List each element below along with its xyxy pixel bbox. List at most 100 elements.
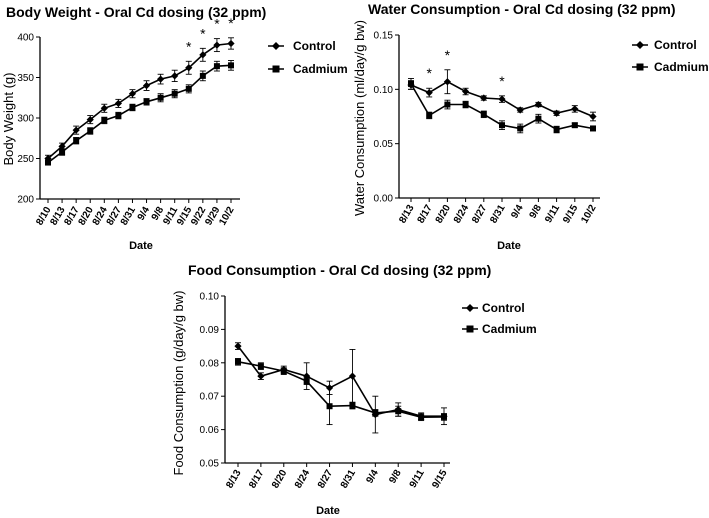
cadmium-point	[228, 62, 234, 69]
cadmium-point	[129, 104, 136, 111]
legend-cadmium-marker	[272, 65, 280, 73]
body-weight-legend: Control Cadmium	[268, 39, 348, 76]
wc-x-tick-label: 8/20	[434, 203, 453, 226]
control-point	[571, 105, 579, 113]
wc-x-tick-label: 8/17	[416, 203, 435, 226]
fc-x-tick-label: 8/20	[270, 468, 289, 491]
wc-x-tick-label: 8/13	[397, 203, 416, 226]
cadmium-point	[517, 125, 524, 132]
cadmium-point	[73, 137, 80, 144]
body-weight-title: Body Weight - Oral Cd dosing (32 ppm)	[6, 4, 266, 20]
bw-x-tick-label: 10/2	[217, 205, 236, 228]
cadmium-point	[303, 378, 310, 385]
legend-cadmium-label: Cadmium	[293, 62, 348, 76]
control-point	[100, 104, 108, 112]
cadmium-point	[59, 149, 66, 156]
cadmium-point	[462, 101, 469, 108]
cadmium-point	[571, 122, 578, 129]
cadmium-series-line	[47, 64, 232, 164]
body-weight-y-label: Body Weight (g)	[1, 73, 16, 166]
fc-x-tick-label: 8/13	[224, 468, 243, 491]
bw-y-tick-label: 200	[17, 195, 34, 206]
control-point	[257, 372, 265, 380]
legend-control-marker	[272, 42, 280, 50]
legend-control-marker	[466, 304, 474, 312]
fc-y-tick-label: 0.10	[200, 292, 220, 303]
cadmium-point	[444, 101, 451, 108]
control-point	[114, 99, 122, 108]
significance-star: *	[200, 25, 206, 41]
cadmium-point	[115, 112, 122, 119]
fc-x-tick-label: 9/8	[387, 468, 404, 486]
cadmium-point	[426, 112, 433, 119]
cadmium-point	[326, 403, 333, 410]
wc-x-tick-label: 8/24	[452, 203, 471, 226]
food-consumption-y-label: Food Consumption (g/day/g bw)	[171, 291, 186, 476]
significance-star: *	[186, 38, 192, 54]
control-point	[425, 88, 433, 97]
food-consumption-legend: Control Cadmium	[462, 301, 537, 336]
cadmium-point	[395, 408, 402, 415]
fc-x-tick-label: 8/17	[247, 468, 266, 491]
control-point	[553, 109, 561, 117]
cadmium-point	[257, 363, 264, 370]
cadmium-point	[349, 402, 356, 409]
bw-y-tick-label: 400	[17, 33, 34, 44]
fc-x-tick-label: 9/4	[364, 468, 381, 486]
control-point	[213, 41, 221, 49]
cadmium-point	[157, 94, 164, 101]
significance-star: *	[445, 47, 451, 63]
control-point	[199, 51, 207, 59]
wc-x-tick-label: 10/2	[579, 203, 598, 226]
fc-x-tick-label: 9/15	[430, 468, 449, 491]
fc-x-tick-label: 8/31	[339, 468, 358, 491]
legend-control-label: Control	[293, 39, 336, 53]
wc-y-tick-label: 0.15	[374, 31, 394, 42]
control-point	[589, 112, 597, 121]
wc-x-tick-label: 9/15	[561, 203, 580, 226]
legend-control-marker	[636, 41, 644, 49]
control-point	[72, 126, 80, 134]
cadmium-point	[418, 414, 425, 421]
cadmium-point	[590, 125, 596, 132]
cadmium-point	[101, 117, 108, 124]
fc-y-tick-label: 0.06	[200, 425, 220, 436]
control-point	[227, 39, 235, 48]
control-point	[185, 64, 193, 72]
legend-cadmium-label: Cadmium	[482, 322, 537, 336]
cadmium-point	[199, 72, 206, 79]
control-point	[516, 106, 524, 114]
significance-star: *	[214, 16, 220, 32]
control-point	[142, 82, 151, 90]
cadmium-point	[408, 80, 414, 87]
bw-x-tick-label: 9/4	[136, 205, 153, 223]
control-point	[348, 372, 357, 380]
food-consumption-title: Food Consumption - Oral Cd dosing (32 pp…	[188, 262, 491, 278]
cadmium-point	[87, 127, 94, 134]
control-point	[86, 116, 94, 124]
bw-y-tick-label: 350	[17, 73, 34, 84]
water-consumption-chart: Water Consumption - Oral Cd dosing (32 p…	[352, 1, 709, 252]
cadmium-series-line	[237, 361, 445, 419]
control-point	[480, 94, 488, 102]
cadmium-point	[280, 368, 287, 375]
cadmium-point	[45, 159, 51, 166]
legend-control-label: Control	[654, 38, 697, 52]
cadmium-point	[499, 122, 505, 129]
wc-x-tick-label: 9/11	[543, 203, 562, 225]
fc-y-tick-label: 0.07	[200, 392, 220, 403]
fc-y-tick-label: 0.09	[200, 325, 220, 336]
water-consumption-x-label: Date	[497, 240, 521, 252]
control-point	[58, 142, 66, 150]
wc-y-tick-label: 0.00	[374, 194, 394, 205]
fc-y-tick-label: 0.05	[200, 459, 220, 470]
cadmium-point	[553, 126, 560, 133]
control-point	[157, 75, 165, 83]
cadmium-point	[535, 115, 542, 122]
bw-y-tick-label: 300	[17, 114, 34, 125]
fc-y-tick-label: 0.08	[200, 358, 220, 369]
cadmium-point	[372, 409, 379, 416]
wc-x-tick-label: 8/27	[470, 203, 489, 226]
wc-x-tick-label: 9/8	[528, 203, 545, 221]
